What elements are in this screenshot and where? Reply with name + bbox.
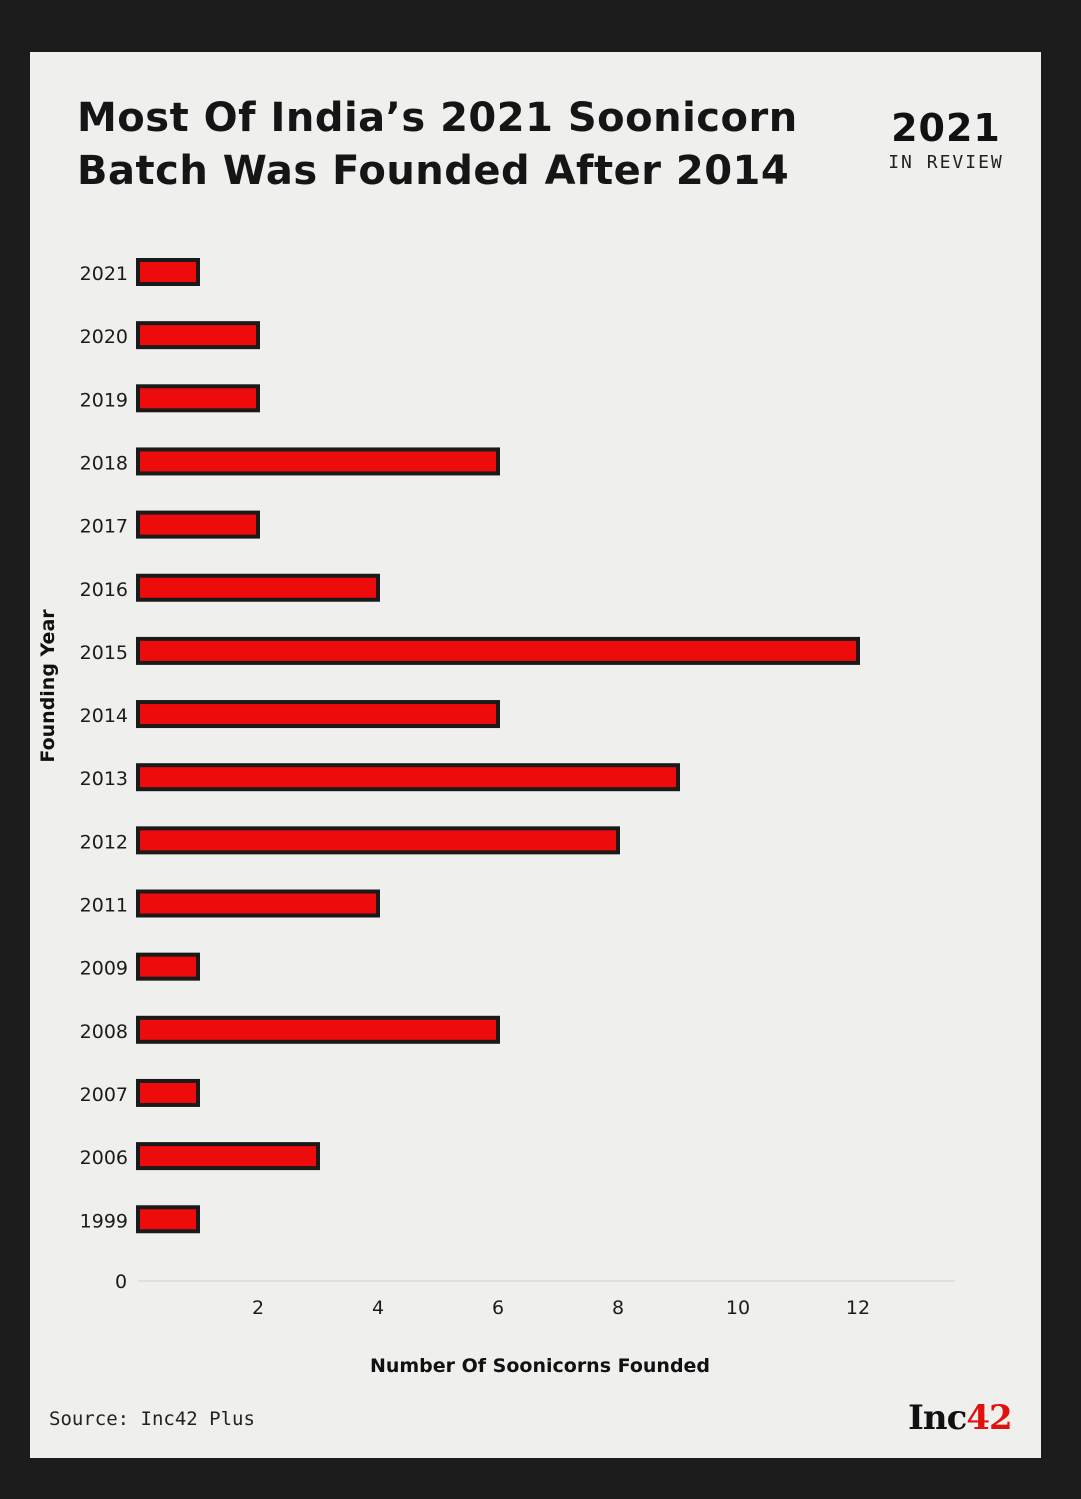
- x-tick-label-6: 6: [492, 1297, 504, 1319]
- review-badge-year: 2021: [891, 106, 1001, 150]
- y-tick-label-2015: 2015: [80, 642, 128, 664]
- y-tick-label-2021: 2021: [80, 263, 128, 285]
- x-tick-label-12: 12: [846, 1297, 870, 1319]
- bar-2012: [136, 826, 620, 855]
- x-axis-title: Number Of Soonicorns Founded: [370, 1355, 710, 1377]
- review-badge-subtitle: IN REVIEW: [888, 152, 1004, 173]
- x-tick-label-4: 4: [372, 1297, 384, 1319]
- y-tick-label-2018: 2018: [80, 452, 128, 474]
- bar-2020: [136, 321, 260, 350]
- inc42-logo: Inc42: [908, 1398, 1013, 1438]
- x-tick-label-0: 0: [115, 1271, 127, 1293]
- y-tick-label-2016: 2016: [80, 579, 128, 601]
- bar-1999: [136, 1205, 200, 1234]
- bar-2011: [136, 889, 380, 918]
- bar-chart: 2021202020192018201720162015201420132012…: [37, 258, 955, 1377]
- logo-accent-text: 42: [966, 1398, 1012, 1438]
- labels-layer: 2021202020192018201720162015201420132012…: [37, 263, 870, 1377]
- bar-2007: [136, 1078, 200, 1107]
- chart-title-line-1: Most Of India’s 2021 Soonicorn: [77, 95, 798, 141]
- bar-2008: [136, 1015, 500, 1044]
- y-axis-title: Founding Year: [37, 609, 59, 763]
- bar-2006: [136, 1142, 320, 1171]
- bar-2015: [136, 636, 860, 665]
- y-tick-label-2008: 2008: [80, 1021, 128, 1043]
- bars-layer: [136, 258, 955, 1282]
- y-tick-label-2014: 2014: [80, 705, 128, 727]
- y-tick-label-2006: 2006: [80, 1147, 128, 1169]
- y-tick-label-2020: 2020: [80, 326, 128, 348]
- bar-2021: [136, 258, 200, 286]
- y-tick-label-2019: 2019: [80, 389, 128, 411]
- bar-2016: [136, 573, 380, 602]
- x-tick-label-8: 8: [612, 1297, 624, 1319]
- bar-2019: [136, 384, 260, 413]
- y-tick-label-2007: 2007: [80, 1084, 128, 1106]
- x-tick-label-10: 10: [726, 1297, 750, 1319]
- y-tick-label-2009: 2009: [80, 958, 128, 980]
- bar-2018: [136, 447, 500, 476]
- y-tick-label-2013: 2013: [80, 768, 128, 790]
- bar-2014: [136, 700, 500, 729]
- chart-title: Most Of India’s 2021 Soonicorn Batch Was…: [77, 92, 857, 198]
- source-note: Source: Inc42 Plus: [49, 1408, 255, 1430]
- chart-title-line-2: Batch Was Founded After 2014: [77, 148, 790, 194]
- logo-text: Inc: [908, 1398, 967, 1438]
- chart-card: Most Of India’s 2021 Soonicorn Batch Was…: [30, 52, 1041, 1458]
- x-tick-label-2: 2: [252, 1297, 264, 1319]
- y-tick-label-2017: 2017: [80, 516, 128, 538]
- bar-2013: [136, 763, 680, 792]
- bar-2009: [136, 952, 200, 981]
- y-tick-label-2012: 2012: [80, 831, 128, 853]
- y-tick-label-2011: 2011: [80, 895, 128, 917]
- bar-2017: [136, 510, 260, 539]
- y-tick-label-1999: 1999: [80, 1210, 128, 1232]
